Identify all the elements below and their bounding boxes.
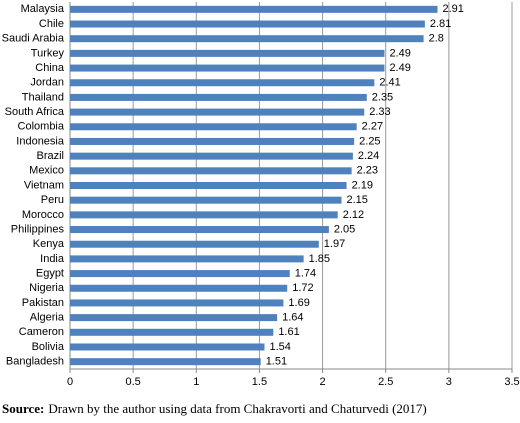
y-tick-label: Colombia (18, 121, 65, 133)
y-tick-label: Thailand (22, 91, 64, 103)
bar (70, 35, 424, 43)
value-label: 2.27 (362, 121, 383, 133)
value-label: 2.19 (352, 179, 373, 191)
y-tick-label: India (40, 253, 65, 265)
x-tick-label: 1 (193, 376, 199, 388)
bar (70, 328, 274, 336)
bar (70, 20, 425, 28)
y-tick-label: Vietnam (24, 179, 64, 191)
y-tick-label: Mexico (29, 165, 64, 177)
x-tick-label: 2.5 (378, 376, 393, 388)
bar (70, 79, 375, 87)
bar (70, 93, 367, 101)
bar (70, 358, 261, 366)
y-tick-label: Peru (41, 194, 64, 206)
bar (70, 240, 319, 248)
value-label: 1.61 (278, 326, 299, 338)
bar (70, 299, 284, 307)
y-tick-label: Brazil (36, 150, 64, 162)
y-tick-label: Morocco (22, 209, 64, 221)
value-label: 2.8 (429, 33, 444, 45)
bar (70, 152, 353, 160)
y-tick-label: Indonesia (16, 135, 65, 147)
bar (70, 49, 385, 57)
bar (70, 167, 352, 175)
value-label: 2.24 (358, 150, 379, 162)
value-label: 1.85 (309, 253, 330, 265)
value-label: 2.49 (389, 62, 410, 74)
y-tick-label: Bolivia (32, 341, 65, 353)
value-label: 2.05 (334, 223, 355, 235)
bar (70, 343, 265, 351)
value-label: 2.12 (343, 209, 364, 221)
y-tick-label: Philippines (11, 223, 65, 235)
x-tick-label: 0.5 (125, 376, 140, 388)
bar (70, 270, 290, 278)
x-tick-label: 2 (320, 376, 326, 388)
value-label: 2.35 (372, 91, 393, 103)
value-label: 2.91 (442, 3, 463, 15)
y-tick-label: Cameron (19, 326, 64, 338)
value-label: 1.97 (324, 238, 345, 250)
bar (70, 314, 278, 322)
value-label: 2.33 (369, 106, 390, 118)
value-label: 2.49 (389, 47, 410, 59)
bar (70, 226, 329, 234)
source-label: Source: (2, 401, 44, 416)
x-tick-label: 1.5 (252, 376, 267, 388)
value-label: 2.41 (379, 77, 400, 89)
y-tick-label: Algeria (30, 312, 65, 324)
bar (70, 137, 355, 145)
source-text: Drawn by the author using data from Chak… (48, 401, 426, 416)
source: Source: Drawn by the author using data fr… (2, 401, 427, 416)
bar (70, 196, 342, 204)
y-tick-label: Turkey (31, 47, 65, 59)
bar (70, 182, 347, 189)
y-tick-label: Malaysia (21, 3, 65, 15)
y-tick-label: South Africa (5, 106, 65, 118)
bar (70, 284, 288, 292)
bar (70, 5, 438, 13)
bar (70, 64, 385, 72)
y-tick-label: Pakistan (22, 297, 64, 309)
bar (70, 123, 357, 131)
value-label: 2.81 (430, 18, 451, 30)
y-tick-label: Bangladesh (6, 356, 64, 368)
bar (70, 211, 338, 219)
value-label: 1.74 (295, 267, 316, 279)
value-label: 1.51 (266, 356, 287, 368)
x-tick-label: 3.5 (504, 376, 519, 388)
value-label: 1.54 (269, 341, 290, 353)
y-tick-label: Saudi Arabia (2, 33, 65, 45)
value-label: 2.15 (347, 194, 368, 206)
y-tick-label: Nigeria (29, 282, 65, 294)
bar (70, 255, 304, 263)
value-label: 2.25 (359, 135, 380, 147)
y-tick-label: Chile (39, 18, 64, 30)
bar (70, 108, 365, 116)
value-label: 1.64 (282, 312, 303, 324)
y-tick-label: China (35, 62, 65, 74)
y-tick-label: Egypt (36, 267, 64, 279)
y-tick-label: Kenya (33, 238, 65, 250)
x-tick-label: 3 (446, 376, 452, 388)
value-label: 2.23 (357, 165, 378, 177)
y-tick-label: Jordan (30, 77, 64, 89)
x-tick-label: 0 (67, 376, 73, 388)
value-label: 1.72 (292, 282, 313, 294)
value-label: 1.69 (288, 297, 309, 309)
